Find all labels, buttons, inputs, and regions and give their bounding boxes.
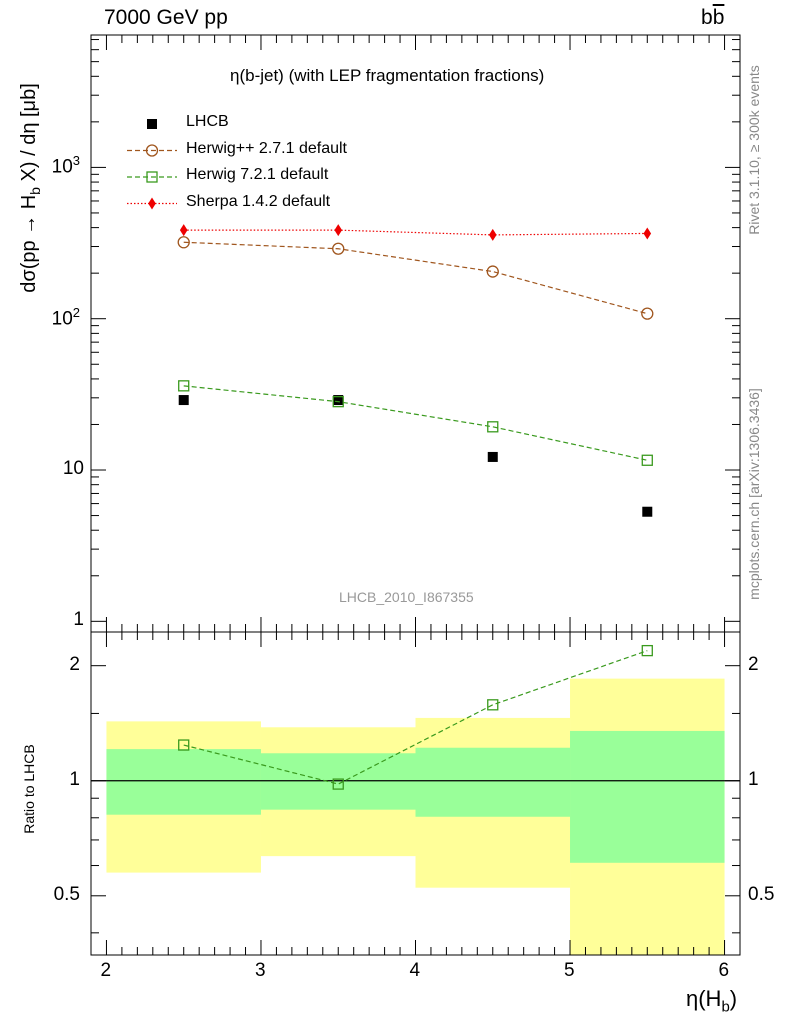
ratio-ylabel: Ratio to LHCB [21,744,37,834]
watermark: LHCB_2010_I867355 [339,589,474,605]
series-line-1 [183,241,648,315]
axis-ticks [91,35,740,955]
ytick-label-2: 102 [51,304,80,330]
point-s0-1 [333,395,344,406]
plot-layer [91,119,740,790]
point-s2-0 [178,380,190,392]
legend-markers [127,119,177,210]
point-s3-0 [179,224,188,237]
point-s1-0 [177,236,190,249]
ratio-ytick-label-right-1: 1 [748,768,759,790]
point-s2-2 [487,421,499,433]
ratio-point-2 [487,699,499,711]
main-ylabel: dσ(pp → Hb X) / dη [μb] [18,83,43,293]
ratio-band-inner-0 [106,749,261,815]
ytick-label-0: 1 [73,609,84,631]
ratio-band-inner-2 [415,747,571,817]
ratio-band-inner-1 [260,753,416,810]
point-s1-2 [486,265,499,278]
point-s1-3 [641,307,654,320]
series-line-2 [183,385,648,461]
point-s0-3 [642,506,653,517]
xtick-label-3: 5 [564,960,575,981]
ytick-label-3: 103 [51,153,80,178]
header-left: 7000 GeV pp [104,6,228,29]
ratio-ytick-label-left-2: 2 [69,653,80,675]
legend-marker-1 [145,144,159,157]
header-right: bb [701,6,725,29]
legend-marker-3 [148,197,156,210]
point-s0-0 [178,395,189,406]
point-s1-1 [332,242,345,255]
xtick-label-4: 6 [718,960,730,981]
mcplots-label: mcplots.cern.ch [arXiv:1306.3436] [746,388,762,600]
ratio-bands [106,678,725,955]
main-title: η(b-jet) (with LEP fragmentation fractio… [230,66,545,85]
series-line-3 [183,229,648,236]
point-s3-2 [488,228,497,241]
legend-label-2: Herwig 7.2.1 default [186,166,329,183]
ratio-band-inner-3 [570,730,725,863]
legend-label-0: LHCB [186,113,229,130]
ratio-ytick-label-right-0: 0.5 [748,883,775,905]
legend-marker-2 [146,171,158,183]
xtick-label-0: 2 [100,960,112,981]
legend-marker-0 [147,119,157,129]
xtick-label-1: 3 [254,960,266,981]
ratio-ytick-label-left-1: 1 [69,768,80,790]
legend-label-3: Sherpa 1.4.2 default [186,192,331,210]
legend-label-1: Herwig++ 2.7.1 default [186,139,347,157]
ratio-point-1 [332,778,344,790]
point-s2-1 [332,396,344,408]
ratio-ytick-label-right-2: 2 [748,653,759,675]
ratio-point-3 [641,644,653,657]
ytick-label-1: 10 [62,458,84,479]
point-s3-3 [643,227,652,240]
ratio-ytick-label-left-0: 0.5 [53,883,80,905]
xaxis-label: η(Hb) [686,986,738,1016]
xtick-label-2: 4 [409,960,421,981]
point-s0-2 [487,451,498,462]
rivet-label: Rivet 3.1.10, ≥ 300k events [746,65,762,235]
ratio-point-0 [178,739,190,751]
point-s3-1 [334,224,343,237]
point-s2-3 [641,454,653,466]
